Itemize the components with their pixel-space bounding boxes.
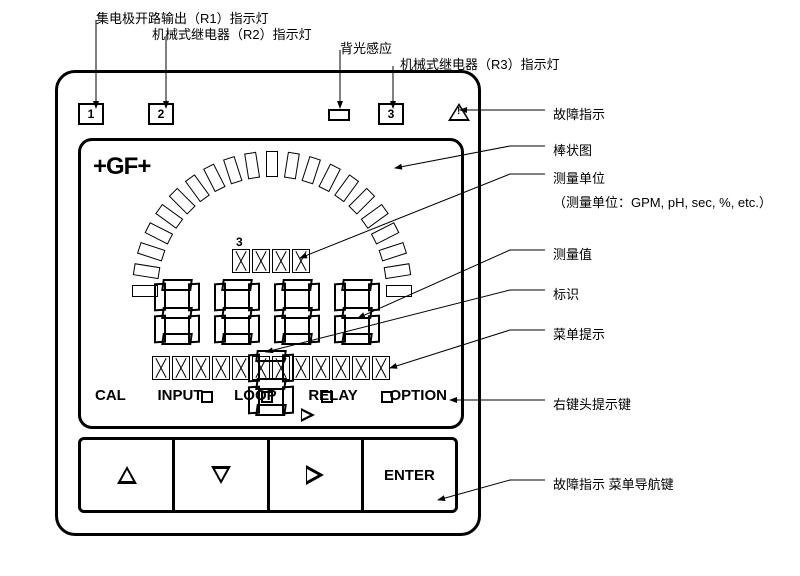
bargraph-segment (302, 156, 321, 184)
unit-char (292, 249, 310, 273)
prompt-char (192, 356, 210, 380)
prompt-char (212, 356, 230, 380)
prompt-char (372, 356, 390, 380)
prompt-char (272, 356, 290, 380)
brand-logo: +GF+ (93, 153, 150, 181)
unit-display-row (81, 249, 461, 278)
bargraph-segment (185, 174, 210, 202)
right-button[interactable] (270, 440, 364, 510)
bargraph-segment (371, 222, 400, 244)
indicator-r1: 1 (78, 103, 104, 125)
menu-option: OPTION (389, 387, 447, 404)
lcd-display: +GF+ 3 CAL INPUT LOOP RELAY OPTION (78, 138, 464, 429)
digit (156, 279, 198, 345)
bargraph-segment (266, 151, 278, 177)
unit-char (252, 249, 270, 273)
bargraph-segment (244, 152, 260, 180)
fault-warning-icon: ! (448, 103, 470, 121)
bargraph-segment (318, 164, 340, 193)
up-button[interactable] (81, 440, 175, 510)
callout-bargraph: 棒状图 (553, 140, 592, 159)
prompt-char (152, 356, 170, 380)
prompt-char (352, 356, 370, 380)
menu-cal: CAL (95, 387, 126, 404)
bargraph-segment (155, 204, 183, 229)
prompt-char (232, 356, 250, 380)
device-panel: 1 2 3 ! +GF+ 3 CAL INPUT LOOP RELAY OPTI… (55, 70, 481, 536)
button-row: ENTER (78, 437, 458, 513)
indicator-r2: 2 (148, 103, 174, 125)
callout-unit: 测量单位 (553, 168, 605, 187)
indicator-row: 1 2 3 ! (78, 103, 458, 125)
menu-labels-row: CAL INPUT LOOP RELAY OPTION (95, 387, 447, 404)
bargraph-segment (203, 164, 225, 193)
bargraph-segment (284, 152, 300, 180)
menu-prompt-row (81, 356, 461, 385)
right-icon (306, 465, 324, 485)
down-icon (211, 466, 231, 484)
menu-input: INPUT (157, 387, 202, 404)
callout-r3: 机械式继电器（R3）指示灯 (400, 54, 560, 73)
prompt-char (332, 356, 350, 380)
indicator-r3: 3 (378, 103, 404, 125)
callout-fault: 故障指示 (553, 104, 605, 123)
enter-button[interactable]: ENTER (364, 440, 455, 510)
callout-value: 测量值 (553, 244, 592, 263)
bargraph-segment (361, 204, 389, 229)
callout-r2: 机械式继电器（R2）指示灯 (152, 24, 312, 43)
digit (336, 279, 378, 345)
backlight-indicator (328, 109, 350, 121)
callout-nav_keys: 故障指示 菜单导航键 (553, 474, 674, 493)
digit (276, 279, 318, 345)
exponent-display: 3 (236, 235, 243, 249)
right-arrow-indicator-icon (301, 408, 315, 422)
unit-char (232, 249, 250, 273)
menu-relay: RELAY (308, 387, 357, 404)
menu-loop: LOOP (234, 387, 277, 404)
bargraph-segment (223, 156, 242, 184)
up-icon (117, 466, 137, 484)
prompt-char (312, 356, 330, 380)
prompt-char (252, 356, 270, 380)
callout-unit-sub: （测量单位：GPM, pH, sec, %, etc.） (553, 192, 772, 211)
prompt-char (172, 356, 190, 380)
bargraph-segment (145, 222, 174, 244)
callout-right_key: 右键头提示键 (553, 394, 631, 413)
down-button[interactable] (175, 440, 269, 510)
callout-marker: 标识 (553, 284, 579, 303)
prompt-char (292, 356, 310, 380)
callout-menu_prompt: 菜单提示 (553, 324, 605, 343)
unit-char (272, 249, 290, 273)
callout-backlight: 背光感应 (340, 38, 392, 57)
digit (216, 279, 258, 345)
